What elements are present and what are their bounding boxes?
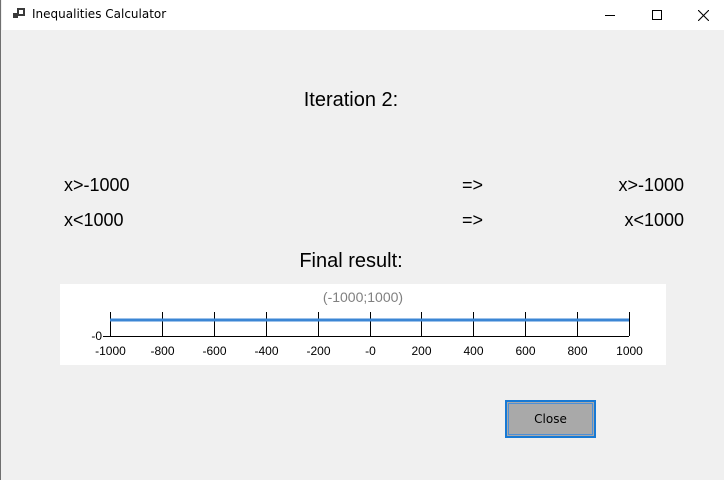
y-tick-label: -0 [91,329,102,343]
chart-title: (-1000;1000) [323,289,403,305]
x-tick-label: 200 [411,344,431,358]
close-icon [697,9,709,21]
x-tick-label: 1000 [616,344,643,358]
x-tick-label: -1000 [95,344,126,358]
x-tick-label: -200 [306,344,330,358]
condition-input-1: x>-1000 [64,175,130,195]
x-tick-label: -600 [202,344,226,358]
final-result-label: Final result: [299,250,403,272]
app-window-icon [13,8,27,20]
maximize-button[interactable] [634,0,680,30]
window-title: Inequalities Calculator [32,7,167,21]
x-tick-label: -400 [254,344,278,358]
iteration-title: Iteration 2: [303,89,399,111]
x-tick-label: 800 [567,344,587,358]
maximize-icon [652,10,662,20]
x-tick-label: -0 [365,344,376,358]
number-line-chart: (-1000;1000) -1000 -800 -600 -400 -200 -0 200 40… [60,284,666,365]
x-tick-label: 400 [463,344,483,358]
chart-svg: (-1000;1000) -1000 -800 -600 -400 -200 -0 200 40… [91,289,643,358]
close-button-label: Close [508,403,593,435]
title-bar[interactable]: Inequalities Calculator [2,0,724,30]
condition-arrow-1: => [462,175,484,195]
condition-input-2: x<1000 [64,210,124,230]
minimize-icon [605,15,615,16]
window-close-button[interactable] [680,0,724,30]
close-button[interactable]: Close [505,400,596,438]
condition-output-1: x>-1000 [618,175,684,195]
condition-output-2: x<1000 [624,210,684,230]
minimize-button[interactable] [587,0,633,30]
condition-arrow-2: => [462,210,484,230]
x-tick-label: 600 [515,344,535,358]
x-tick-label: -800 [150,344,174,358]
